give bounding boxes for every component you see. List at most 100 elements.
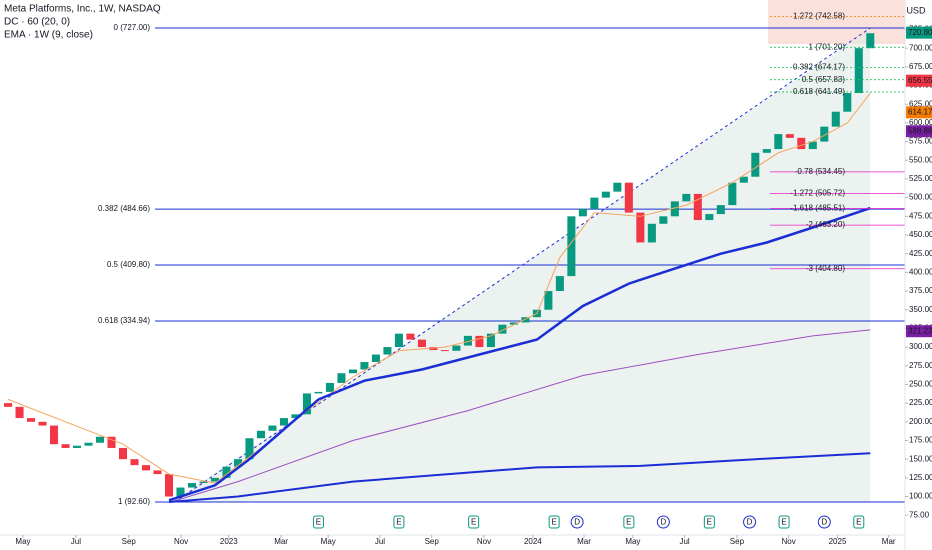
candle	[291, 414, 300, 419]
x-tick-label: 2023	[220, 537, 238, 546]
candle	[797, 137, 806, 150]
price-tag-label: 720.80	[908, 28, 932, 37]
price-tag	[906, 106, 932, 119]
candle	[256, 430, 265, 439]
y-tick-label: 425.00	[909, 249, 932, 258]
candle	[670, 201, 679, 217]
event-icon	[743, 515, 757, 529]
y-tick-label: 100.00	[909, 492, 932, 501]
event-label: D	[574, 518, 580, 527]
candle	[176, 487, 185, 497]
x-tick-label: May	[625, 537, 640, 546]
y-tick-label: 75.00	[909, 510, 930, 519]
event-icon	[656, 515, 670, 529]
candle	[383, 347, 392, 355]
candle	[279, 418, 288, 426]
y-tick-label: 550.00	[909, 155, 932, 164]
candle	[739, 176, 748, 183]
y-tick-label: 200.00	[909, 417, 932, 426]
x-tick-label: 2025	[829, 537, 847, 546]
y-tick-label: 525.00	[909, 174, 932, 183]
candle	[601, 191, 610, 198]
candle	[440, 350, 449, 352]
event-label: E	[781, 518, 786, 527]
event-label: D	[660, 518, 666, 527]
plot: 0 (727.00) 0.382 (484.66) 0.5 (409.80) 0.61…	[4, 11, 905, 529]
y-tick-label: 125.00	[909, 473, 932, 482]
candle	[118, 447, 128, 460]
y-tick-label: 600.00	[909, 118, 932, 127]
candle	[682, 193, 691, 202]
indicator-line	[7, 92, 871, 484]
y-tick-label: 175.00	[909, 436, 932, 445]
candle	[222, 466, 231, 478]
y-tick-label: 275.00	[909, 361, 932, 370]
fib-ext-label: -2 (463.20)	[806, 220, 845, 229]
candle	[613, 182, 622, 192]
y-tick-label: 575.00	[909, 137, 932, 146]
candle	[751, 152, 760, 177]
fib-label: 0 (727.00)	[114, 23, 151, 32]
fib-ext-label: -0.78 (534.45)	[795, 167, 846, 176]
indicator: DC · 60 (20, 0)	[4, 17, 70, 28]
y-tick-label: 350.00	[909, 305, 932, 314]
candle	[624, 182, 633, 213]
target-zone	[768, 0, 905, 44]
candle	[245, 438, 254, 460]
event-icon	[703, 515, 715, 529]
candle	[268, 425, 277, 431]
candle	[475, 335, 484, 348]
event-icon	[778, 515, 790, 529]
y-tick-label: 250.00	[909, 380, 932, 389]
candle	[521, 317, 530, 323]
price-tag-label: 656.55	[908, 76, 932, 85]
fib-ext-label: -3 (404.80)	[806, 264, 845, 273]
candle	[463, 335, 472, 346]
event-icon	[468, 515, 480, 529]
candle	[774, 134, 783, 150]
candle	[50, 425, 59, 445]
candle	[693, 193, 702, 221]
x-tick-label: Sep	[122, 537, 137, 546]
candle	[73, 445, 82, 448]
candle	[567, 216, 576, 277]
fib-ext-label: -1.618 (485.51)	[790, 204, 845, 213]
currency[interactable]: USD	[906, 5, 926, 15]
event-label: E	[551, 518, 556, 527]
x-tick-label: Mar	[274, 537, 288, 546]
candle	[325, 382, 334, 392]
candle	[808, 141, 817, 150]
event-icon	[623, 515, 635, 529]
event-icon	[817, 515, 831, 529]
legend: Meta Platforms, Inc., 1W, NASDAQ DC · 60…	[4, 4, 161, 41]
x-tick-label: May	[321, 537, 336, 546]
candle	[728, 182, 737, 206]
fib-label: 1 (92.60)	[118, 497, 150, 506]
candle	[4, 403, 13, 407]
candle	[199, 481, 208, 484]
y-tick-label: 500.00	[909, 193, 932, 202]
x-tick-label: May	[15, 537, 30, 546]
price-tag	[906, 125, 932, 138]
event-label: E	[396, 518, 401, 527]
event-label: E	[707, 518, 712, 527]
candle	[348, 369, 357, 374]
fib-ext-label: 0.618 (641.49)	[793, 87, 845, 96]
candle	[716, 205, 725, 215]
candle	[337, 373, 346, 383]
candle	[452, 345, 461, 351]
candle	[429, 347, 438, 351]
event-label: E	[856, 518, 861, 527]
price-tag-label: 588.86	[908, 126, 932, 135]
candle	[107, 436, 116, 448]
candle	[486, 333, 495, 348]
candle	[647, 223, 656, 243]
y-tick-label: 300.00	[909, 342, 932, 351]
candle	[636, 212, 645, 243]
event-label: E	[316, 518, 321, 527]
price-tag-label: 321.23	[908, 326, 932, 335]
x-tick-label: Jul	[71, 537, 81, 546]
candle	[417, 339, 426, 348]
fib-ext-label: 1.272 (742.58)	[793, 11, 845, 20]
